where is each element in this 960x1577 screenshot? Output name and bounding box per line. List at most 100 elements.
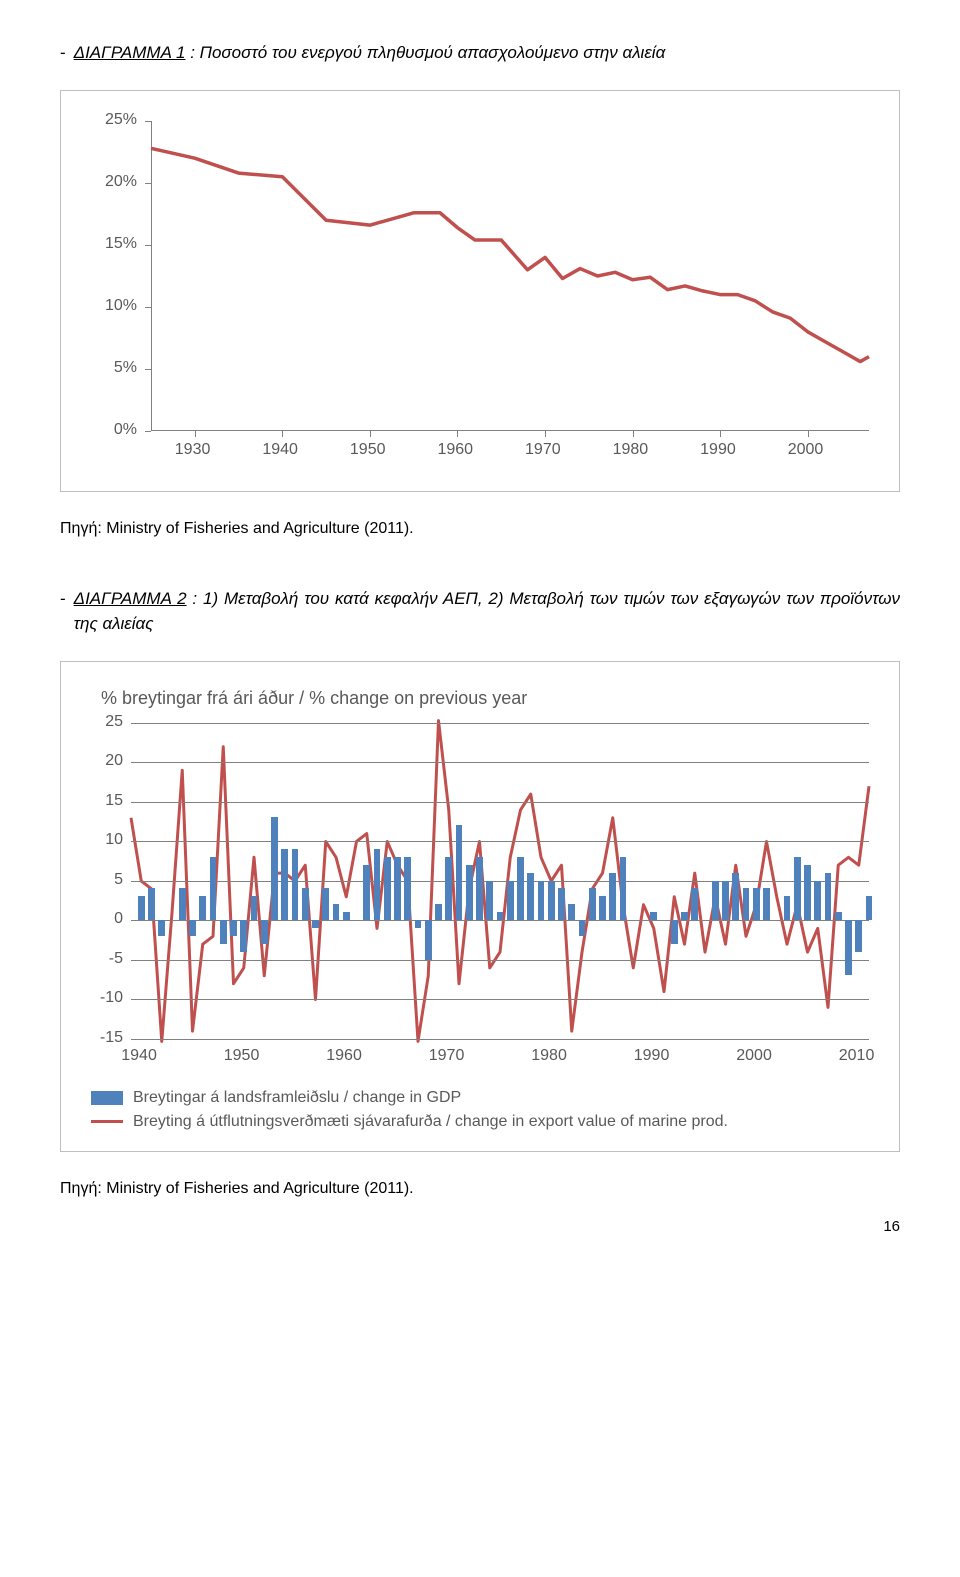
chart2-bar	[568, 904, 575, 920]
chart2-bar	[302, 888, 309, 920]
chart1: 0%5%10%15%20%25%193019401950196019701980…	[81, 111, 879, 471]
chart1-caption: - ΔΙΑΓΡΑΜΜΑ 1 : Ποσοστό του ενεργού πληθ…	[60, 40, 900, 66]
legend-row-line: Breyting á útflutningsverðmæti sjávarafu…	[91, 1113, 879, 1131]
chart2-ylabel: 10	[105, 831, 123, 849]
chart2-bar	[825, 873, 832, 920]
legend-swatch-line	[91, 1120, 123, 1123]
chart2-bar	[220, 920, 227, 944]
chart2-bar	[292, 849, 299, 920]
chart2-bar	[527, 873, 534, 920]
chart1-ylabel: 25%	[105, 111, 137, 129]
chart2-bar	[445, 857, 452, 920]
chart2-bar	[507, 881, 514, 921]
chart2-bar	[620, 857, 627, 920]
caption-dash: -	[60, 586, 66, 612]
chart2-bar	[794, 857, 801, 920]
chart2-ylabel: 0	[114, 910, 123, 928]
chart2-source: Πηγή: Ministry of Fisheries and Agricult…	[60, 1180, 900, 1198]
chart2-bar	[466, 865, 473, 920]
chart2-bar	[517, 857, 524, 920]
chart2-bar	[835, 912, 842, 920]
chart1-xlabel: 1990	[700, 441, 736, 459]
chart2-bar	[415, 920, 422, 928]
chart2-bar	[179, 888, 186, 920]
chart2-bar	[671, 920, 678, 944]
chart2-bar	[333, 904, 340, 920]
chart1-desc: Ποσοστό του ενεργού πληθυσμού απασχολούμ…	[200, 43, 666, 62]
page-number: 16	[60, 1218, 900, 1235]
chart2-bar	[158, 920, 165, 936]
chart1-xlabel: 1930	[175, 441, 211, 459]
chart2-bar	[784, 896, 791, 920]
chart2-ylabel: 20	[105, 752, 123, 770]
chart2-bar	[712, 881, 719, 921]
chart2-caption: - ΔΙΑΓΡΑΜΜΑ 2 : 1) Μεταβολή του κατά κεφ…	[60, 586, 900, 637]
chart1-sep: :	[185, 43, 199, 62]
chart2-bar	[804, 865, 811, 920]
chart1-xlabel: 1940	[262, 441, 298, 459]
chart2-ylabel: -10	[100, 989, 123, 1007]
chart2-xlabel: 1970	[429, 1047, 465, 1065]
caption-text: ΔΙΑΓΡΑΜΜΑ 2 : 1) Μεταβολή του κατά κεφαλ…	[74, 586, 900, 637]
chart2-xlabel: 1960	[326, 1047, 362, 1065]
chart1-ylabel: 15%	[105, 235, 137, 253]
chart2-bar	[199, 896, 206, 920]
chart2-bar	[240, 920, 247, 952]
chart2-bar	[322, 888, 329, 920]
chart2-legend: Breytingar á landsframleiðslu / change i…	[81, 1079, 879, 1131]
legend-label-line: Breyting á útflutningsverðmæti sjávarafu…	[133, 1113, 728, 1131]
chart1-source: Πηγή: Ministry of Fisheries and Agricult…	[60, 520, 900, 538]
chart2-bar	[548, 881, 555, 921]
chart2-box: % breytingar frá ári áður / % change on …	[60, 661, 900, 1152]
chart2-bar	[650, 912, 657, 920]
chart1-xlabel: 2000	[788, 441, 824, 459]
chart2-bar	[343, 912, 350, 920]
chart2-bar	[230, 920, 237, 936]
chart2-bar	[722, 881, 729, 921]
chart2-xlabel: 2000	[736, 1047, 772, 1065]
chart1-xlabel: 1970	[525, 441, 561, 459]
chart2-bar	[148, 888, 155, 920]
chart2-bar	[251, 896, 258, 920]
chart2-bar	[743, 888, 750, 920]
chart2-bar	[763, 888, 770, 920]
legend-row-bar: Breytingar á landsframleiðslu / change i…	[91, 1089, 879, 1107]
chart1-ylabel: 10%	[105, 297, 137, 315]
chart2-bar	[732, 873, 739, 920]
chart2-bar	[814, 881, 821, 921]
chart2-label: ΔΙΑΓΡΑΜΜΑ 2	[74, 589, 187, 608]
chart2-bar	[425, 920, 432, 960]
chart2-ylabel: -15	[100, 1029, 123, 1047]
chart2: -15-10-505101520251940195019601970198019…	[81, 719, 879, 1079]
chart2-bar	[599, 896, 606, 920]
chart1-box: 0%5%10%15%20%25%193019401950196019701980…	[60, 90, 900, 492]
chart2-bar	[189, 920, 196, 936]
chart1-ylabel: 0%	[114, 421, 137, 439]
chart2-bar	[261, 920, 268, 944]
chart2-xlabel: 1950	[224, 1047, 260, 1065]
chart2-bar	[363, 865, 370, 920]
chart2-bar	[384, 857, 391, 920]
caption-dash: -	[60, 40, 66, 66]
chart2-ylabel: 5	[114, 871, 123, 889]
chart2-bar	[579, 920, 586, 936]
chart2-bar	[210, 857, 217, 920]
chart2-bar	[866, 896, 873, 920]
chart2-title: % breytingar frá ári áður / % change on …	[101, 688, 879, 709]
chart2-bar	[538, 881, 545, 921]
chart2-bar	[497, 912, 504, 920]
legend-swatch-bar	[91, 1091, 123, 1105]
chart2-xlabel: 1980	[531, 1047, 567, 1065]
chart2-bar	[558, 888, 565, 920]
chart2-bar	[609, 873, 616, 920]
chart1-xlabel: 1950	[350, 441, 386, 459]
chart2-bar	[476, 857, 483, 920]
chart2-bar	[691, 888, 698, 920]
chart2-xlabel: 1940	[121, 1047, 157, 1065]
chart1-label: ΔΙΑΓΡΑΜΜΑ 1	[74, 43, 186, 62]
chart2-ylabel: -5	[109, 950, 123, 968]
chart2-bar	[753, 888, 760, 920]
chart2-bar	[435, 904, 442, 920]
chart2-ylabel: 25	[105, 713, 123, 731]
chart2-bar	[486, 881, 493, 921]
